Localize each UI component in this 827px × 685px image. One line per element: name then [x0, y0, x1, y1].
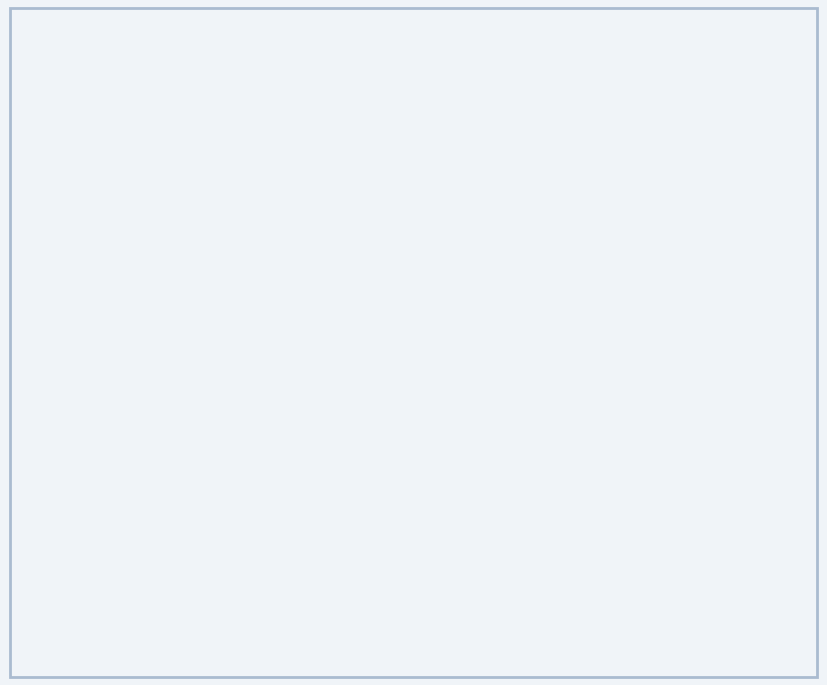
Text: 28%: 28% [705, 523, 735, 536]
Text: 5,567,229: 5,567,229 [141, 131, 208, 144]
Text: 2,569,604: 2,569,604 [521, 187, 589, 200]
Text: 1990: 1990 [52, 467, 86, 480]
Text: -6%: -6% [707, 383, 733, 396]
Text: 8.8%: 8.8% [294, 327, 327, 340]
Text: http://www.brookings.edu/research/articles/2013/09/05-immigrant-gateways-singer: http://www.brookings.edu/research/articl… [22, 659, 480, 669]
Text: 1960: 1960 [52, 383, 86, 396]
Text: 3,174,610: 3,174,610 [521, 243, 589, 256]
Text: 10,341,276: 10,341,276 [137, 215, 213, 228]
Text: 3%: 3% [710, 271, 730, 284]
Text: 1860: 1860 [52, 103, 86, 116]
Text: Foreign Born: Foreign Born [131, 84, 219, 97]
Text: 81 (Washington, D.C.: U.S. Bureau of the Census, February 2006), http://www.cens: 81 (Washington, D.C.: U.S. Bureau of the… [22, 584, 609, 595]
Text: 57%: 57% [705, 495, 735, 508]
Text: 10,347,395: 10,347,395 [137, 355, 213, 368]
Text: –: – [552, 103, 558, 116]
Text: 1890: 1890 [52, 187, 86, 200]
Text: 14,204,149: 14,204,149 [137, 299, 213, 312]
Text: 13,515,886: 13,515,886 [137, 243, 213, 256]
Text: 9,619,302: 9,619,302 [141, 411, 208, 424]
Text: 6,679,943: 6,679,943 [141, 159, 208, 172]
Text: Share of Total: Share of Total [263, 84, 357, 97]
Text: 12%: 12% [705, 215, 734, 228]
FancyBboxPatch shape [18, 545, 809, 621]
Text: 13.2%: 13.2% [289, 103, 331, 116]
Text: 14,079,906: 14,079,906 [137, 439, 213, 452]
Text: Change from Previous Decade: Change from Previous Decade [535, 58, 739, 71]
Text: 283,457: 283,457 [528, 299, 582, 312]
Text: 5.4%: 5.4% [294, 383, 327, 396]
Text: 4.7%: 4.7% [293, 411, 327, 424]
Text: 1870: 1870 [52, 131, 86, 144]
Text: 1880: 1880 [52, 159, 85, 172]
Text: 9,249,547: 9,249,547 [141, 187, 208, 200]
Text: 9,738,091: 9,738,091 [141, 383, 208, 396]
Text: 1900: 1900 [52, 215, 86, 228]
Text: (Summer 2013): (Summer 2013) [408, 644, 498, 654]
Text: 4,138,697: 4,138,697 [141, 103, 208, 116]
Text: documentation/twps0081/twps0081.html; and 2010 ACS 1-year estimates, http://www.: documentation/twps0081/twps0081.html; an… [22, 600, 618, 610]
Text: Source: Author’s calculations of 1860–2000 data via Campbell Gibson and Kay Jung: Source: Author’s calculations of 1860–20… [22, 552, 632, 563]
Text: -2,609,253: -2,609,253 [519, 327, 591, 340]
Text: 35%: 35% [705, 131, 734, 144]
Text: -1,247,501: -1,247,501 [519, 355, 590, 368]
Text: 11.1%: 11.1% [287, 495, 332, 508]
Text: Growth Rate: Growth Rate [677, 84, 763, 97]
Text: 7.9%: 7.9% [293, 467, 327, 480]
Text: Chart from “Contemporary Immigrant Gateways in Historical Perspective,” by Audre: Chart from “Contemporary Immigrant Gatew… [22, 629, 496, 640]
Text: Foreign-Born Population, including Its Share of the Total Population and: Foreign-Born Population, including Its S… [18, 25, 605, 42]
Text: 8,847,965: 8,847,965 [519, 523, 592, 536]
Text: 1,112,714: 1,112,714 [522, 159, 589, 172]
Text: 404,806: 404,806 [528, 271, 582, 284]
Text: 14.4%: 14.4% [289, 131, 331, 144]
Text: 1950: 1950 [52, 355, 86, 368]
Text: 1,091,729: 1,091,729 [521, 215, 589, 228]
Text: 11,594,896: 11,594,896 [137, 327, 213, 340]
Text: 1,428,532: 1,428,532 [522, 131, 589, 144]
Text: 13,920,692: 13,920,692 [137, 271, 213, 284]
Text: 46%: 46% [705, 439, 734, 452]
Text: -1%: -1% [707, 411, 733, 424]
Text: 1910: 1910 [52, 243, 86, 256]
Text: 11.6%: 11.6% [289, 299, 331, 312]
Text: -11%: -11% [703, 355, 737, 368]
Text: Daedalus, the Journal of the American Academy of Arts & Sciences: Daedalus, the Journal of the American Ac… [56, 644, 427, 654]
Text: 31%: 31% [705, 243, 734, 256]
Text: 13.2%: 13.2% [289, 271, 331, 284]
Text: 13.3%: 13.3% [289, 159, 331, 172]
Text: BROOKINGS: BROOKINGS [692, 644, 808, 661]
Text: 13.6%: 13.6% [289, 215, 331, 228]
Text: 6.9%: 6.9% [293, 355, 327, 368]
Text: –: – [717, 103, 724, 116]
Text: 6.2%: 6.2% [293, 439, 327, 452]
Text: 14.8%: 14.8% [289, 187, 331, 200]
Text: 1920: 1920 [52, 271, 86, 284]
Text: tics on the Foreign-Born Population of the United States: 1850–2000,” Population: tics on the Foreign-Born Population of t… [22, 568, 626, 578]
Text: Singer,: Singer, [22, 644, 65, 654]
Text: 12.9%: 12.9% [287, 523, 332, 536]
Text: 1930: 1930 [52, 299, 86, 312]
Text: Its Change from the Previous Decade, 1860–2010: Its Change from the Previous Decade, 186… [18, 42, 421, 59]
Text: 20%: 20% [705, 159, 734, 172]
Text: -18%: -18% [703, 327, 737, 340]
Text: 39,955,854: 39,955,854 [133, 523, 217, 536]
Text: 14.7%: 14.7% [289, 243, 331, 256]
Text: 1980: 1980 [52, 439, 86, 452]
Text: 40%: 40% [705, 467, 734, 480]
Text: 2010: 2010 [52, 523, 88, 536]
Text: Number: Number [528, 84, 583, 97]
Text: 1970: 1970 [52, 411, 86, 424]
Text: 4,460,604: 4,460,604 [522, 439, 589, 452]
Text: 11,340,573: 11,340,573 [514, 495, 596, 508]
Text: -609,304: -609,304 [525, 383, 585, 396]
Text: 2000: 2000 [52, 495, 88, 508]
Text: 31,107,889: 31,107,889 [134, 495, 217, 508]
Text: -118,789: -118,789 [525, 411, 585, 424]
Text: 19,767,316: 19,767,316 [137, 467, 213, 480]
Text: 38%: 38% [705, 187, 734, 200]
Text: 5,687,410: 5,687,410 [522, 467, 589, 480]
Text: 2%: 2% [710, 299, 730, 312]
Text: 1940: 1940 [52, 327, 86, 340]
